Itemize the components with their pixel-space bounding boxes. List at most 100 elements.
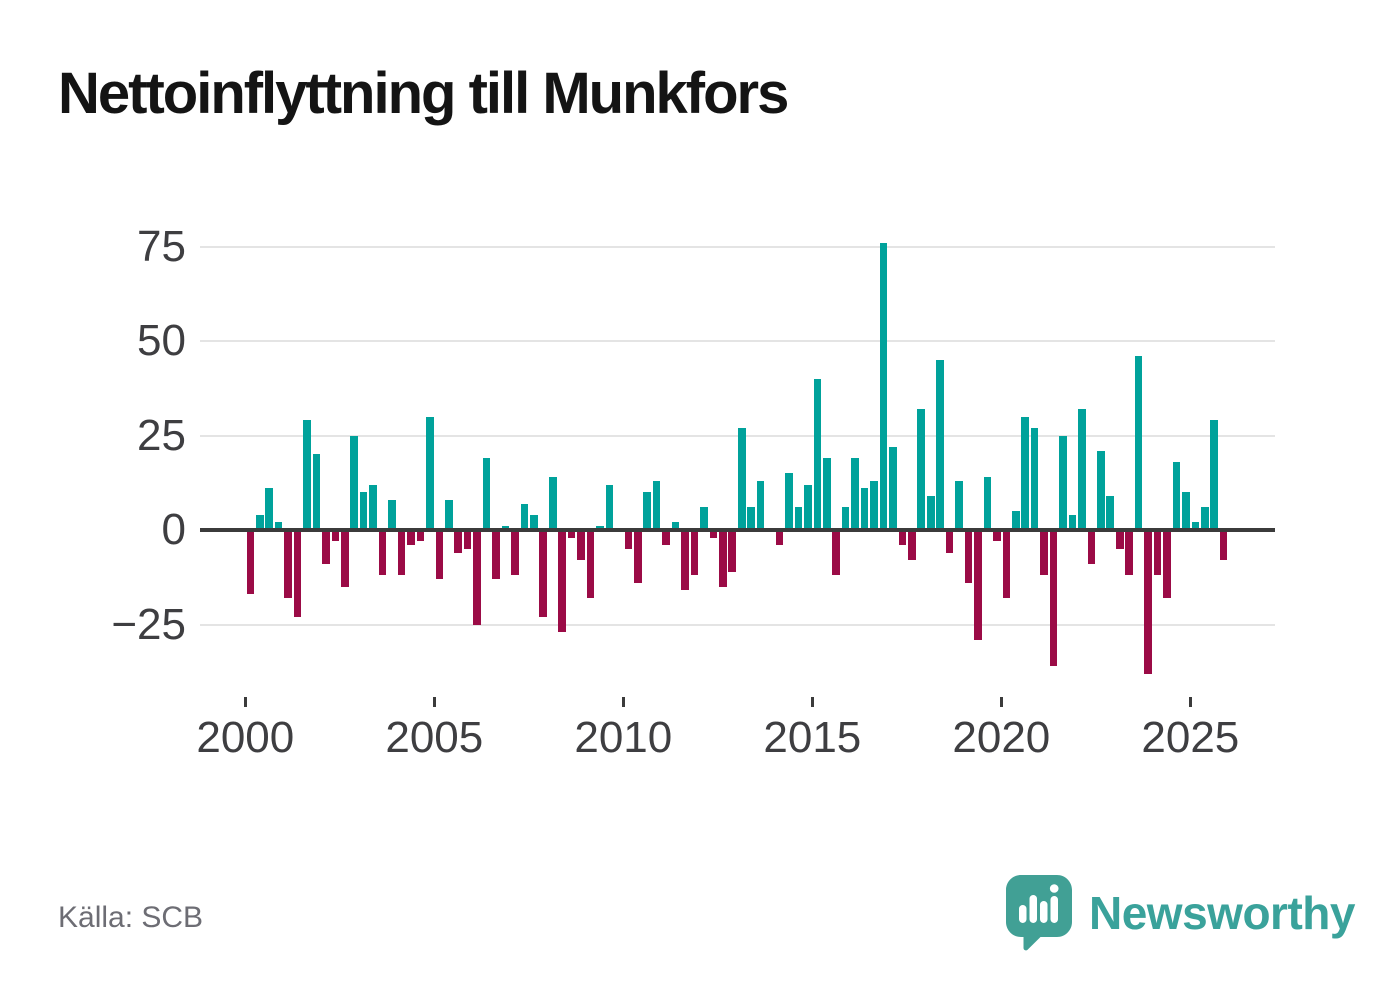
bar <box>964 530 973 583</box>
x-axis-tick-label: 2020 <box>952 713 1051 762</box>
bar <box>1182 492 1190 530</box>
y-axis-tick-label: −25 <box>111 599 186 649</box>
bar <box>870 480 878 530</box>
bar <box>652 480 661 530</box>
bar <box>341 530 349 587</box>
bar <box>548 477 557 530</box>
bar <box>1106 495 1115 530</box>
bar <box>709 530 718 538</box>
bar <box>265 488 273 530</box>
bar <box>1172 461 1181 530</box>
bar <box>983 477 992 530</box>
bar <box>756 480 765 530</box>
bar <box>993 530 1001 542</box>
bar <box>1011 511 1020 530</box>
bar <box>558 530 566 633</box>
x-axis-tick-label: 2010 <box>574 713 673 762</box>
gridline <box>200 623 1275 626</box>
bar <box>1040 530 1048 576</box>
bar <box>331 530 340 542</box>
bar <box>974 530 982 640</box>
bar <box>747 507 755 530</box>
bar <box>454 530 462 553</box>
bar <box>577 530 585 561</box>
bar <box>1163 530 1171 599</box>
bar <box>435 530 444 580</box>
x-axis-tick <box>621 697 625 707</box>
bar <box>1144 530 1152 674</box>
x-axis-tick <box>810 697 814 707</box>
x-axis-tick-label: 2025 <box>1141 713 1240 762</box>
bar <box>492 530 500 580</box>
bar <box>407 530 415 546</box>
bar <box>416 530 425 542</box>
bar <box>917 409 926 530</box>
bar <box>274 522 283 530</box>
bar <box>520 503 529 530</box>
bar <box>671 522 680 530</box>
bar <box>284 530 292 599</box>
newsworthy-logo: Newsworthy <box>1005 874 1355 952</box>
bar <box>908 530 916 561</box>
bar <box>567 530 576 538</box>
bar <box>813 378 822 530</box>
bar <box>804 484 812 530</box>
bar <box>1002 530 1011 599</box>
bar <box>388 499 396 530</box>
source-label: Källa: SCB <box>58 901 204 934</box>
bar <box>841 507 850 530</box>
x-axis-tick-label: 2000 <box>196 713 295 762</box>
bar <box>879 242 888 530</box>
bar <box>681 530 689 591</box>
y-axis-tick-label: 25 <box>137 410 186 460</box>
x-axis-tick <box>999 697 1003 707</box>
bar <box>737 427 746 530</box>
bar <box>530 514 538 530</box>
bar <box>662 530 670 546</box>
bar <box>936 359 944 530</box>
bar <box>1030 427 1039 530</box>
x-axis-tick <box>243 697 247 707</box>
bar <box>794 507 803 530</box>
bar <box>1068 514 1077 530</box>
bar <box>482 458 491 530</box>
bar <box>1134 356 1143 530</box>
bar <box>1191 522 1200 530</box>
bar <box>633 530 642 583</box>
bar <box>851 458 859 530</box>
bar <box>860 488 869 530</box>
bar <box>1153 530 1162 576</box>
bar <box>1125 530 1133 576</box>
bar <box>700 507 708 530</box>
x-axis-zero-line <box>200 528 1275 532</box>
bar <box>539 530 548 617</box>
bar <box>511 530 519 576</box>
bar <box>369 484 377 530</box>
bar <box>255 514 264 530</box>
bar <box>926 495 935 530</box>
gridline <box>200 434 1275 437</box>
bar <box>322 530 330 565</box>
bar <box>463 530 472 549</box>
bar <box>1201 507 1209 530</box>
bar <box>624 530 633 549</box>
bar <box>426 416 434 530</box>
bar <box>1059 435 1067 530</box>
bar <box>1049 530 1058 667</box>
x-axis-tick <box>432 697 436 707</box>
y-axis-tick-label: 75 <box>137 221 186 271</box>
x-axis-tick-label: 2005 <box>385 713 484 762</box>
bar <box>605 484 614 530</box>
bar <box>586 530 595 599</box>
gridline <box>200 340 1275 342</box>
bar <box>719 530 727 587</box>
bar <box>378 530 387 576</box>
y-axis-tick-label: 0 <box>161 505 186 554</box>
bar <box>1021 416 1030 530</box>
bar <box>444 499 453 530</box>
chart-title: Nettoinflyttning till Munkfors <box>58 61 789 126</box>
bar <box>1219 530 1228 561</box>
y-axis-tick-label: 50 <box>137 316 186 365</box>
